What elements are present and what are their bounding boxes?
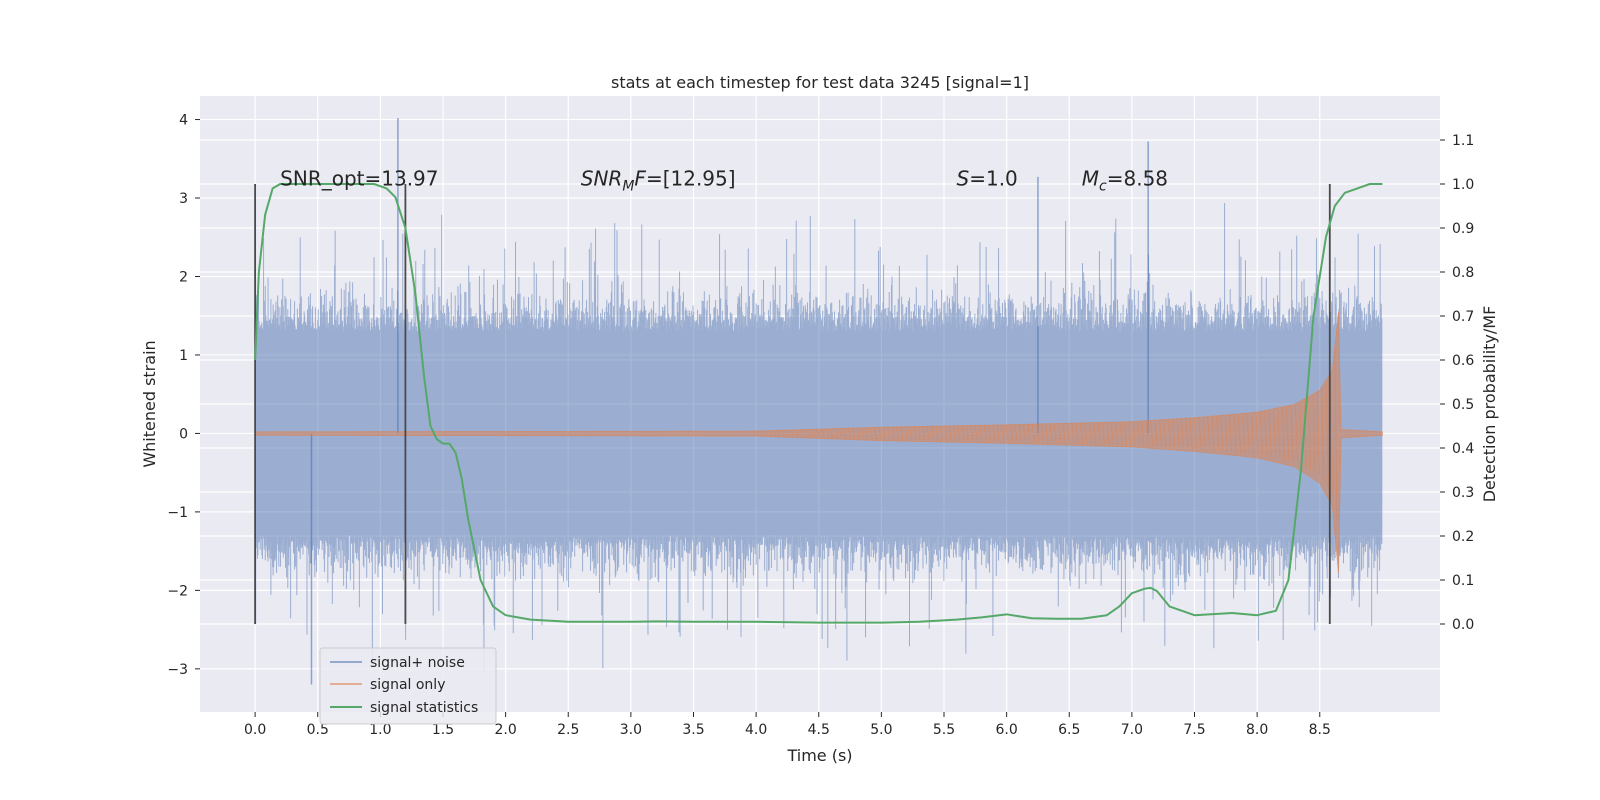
x-tick-label: 5.5	[933, 722, 955, 738]
y2-tick-label: 0.7	[1452, 309, 1474, 325]
x-tick-label: 8.5	[1309, 722, 1331, 738]
x-tick-label: 6.0	[995, 722, 1017, 738]
y2-tick-label: 0.4	[1452, 441, 1474, 457]
y2-tick-label: 0.0	[1452, 617, 1474, 633]
x-tick-label: 6.5	[1058, 722, 1080, 738]
y2-tick-label: 0.2	[1452, 529, 1474, 545]
signal-chirp-oscillation	[755, 347, 1338, 520]
annotation-text: SNR_opt=13.97	[280, 166, 438, 190]
y2-tick-label: 0.5	[1452, 397, 1474, 413]
x-tick-label: 7.0	[1121, 722, 1143, 738]
x-tick-label: 3.0	[620, 722, 642, 738]
x-tick-label: 0.0	[244, 722, 266, 738]
y2-tick-label: 0.8	[1452, 265, 1474, 281]
x-tick-label: 7.5	[1183, 722, 1205, 738]
x-tick-label: 4.0	[745, 722, 767, 738]
y-tick-label: −2	[167, 583, 188, 599]
y2-tick-label: 0.6	[1452, 353, 1474, 369]
y-tick-label: 0	[179, 426, 188, 442]
legend: signal+ noise signal only signal statist…	[319, 647, 497, 725]
annotation-text: SNRMF=[12.95]	[581, 166, 736, 194]
legend-label-signal: signal only	[370, 677, 445, 693]
x-tick-label: 2.0	[494, 722, 516, 738]
y2-axis-label: Detection probability/MF	[1480, 306, 1499, 503]
y-tick-label: 4	[179, 113, 188, 129]
x-axis-label: Time (s)	[786, 746, 852, 765]
annotations: SNR_opt=13.97 SNRMF=[12.95] S=1.0 Mc=8.58	[280, 166, 1168, 194]
x-tick-label: 5.0	[870, 722, 892, 738]
axis-ticks: 0.0 0.5 1.0 1.5 2.0 2.5 3.0 3.5 4.0 4.5 5.0 5.5 6.0 6…	[167, 113, 1474, 738]
y2-tick-label: 1.0	[1452, 177, 1474, 193]
x-tick-label: 3.5	[682, 722, 704, 738]
series-signal-statistics	[254, 183, 1383, 624]
y-tick-label: 1	[179, 348, 188, 364]
legend-label-noise: signal+ noise	[370, 655, 465, 671]
series-signal-only	[254, 311, 1383, 574]
x-tick-label: 1.0	[369, 722, 391, 738]
x-tick-label: 8.0	[1246, 722, 1268, 738]
x-tick-label: 4.5	[808, 722, 830, 738]
chart-title: stats at each timestep for test data 324…	[611, 73, 1029, 92]
y2-tick-label: 1.1	[1452, 133, 1474, 149]
y2-tick-label: 0.9	[1452, 221, 1474, 237]
x-tick-label: 1.5	[432, 722, 454, 738]
y2-tick-label: 0.3	[1452, 485, 1474, 501]
legend-label-stats: signal statistics	[370, 700, 478, 716]
x-tick-label: 0.5	[307, 722, 329, 738]
annotation-text: Mc=8.58	[1082, 166, 1168, 194]
legend-box	[319, 647, 497, 725]
y2-tick-label: 0.1	[1452, 573, 1474, 589]
y-tick-label: −3	[167, 662, 188, 678]
y-tick-label: −1	[167, 505, 188, 521]
stats-line	[254, 183, 1383, 624]
vertical-markers	[254, 184, 1331, 624]
annotation-text: S=1.0	[957, 166, 1018, 190]
y-axis-label: Whitened strain	[140, 340, 159, 467]
y-tick-label: 3	[179, 191, 188, 207]
x-tick-label: 2.5	[557, 722, 579, 738]
y-tick-label: 2	[179, 269, 188, 285]
